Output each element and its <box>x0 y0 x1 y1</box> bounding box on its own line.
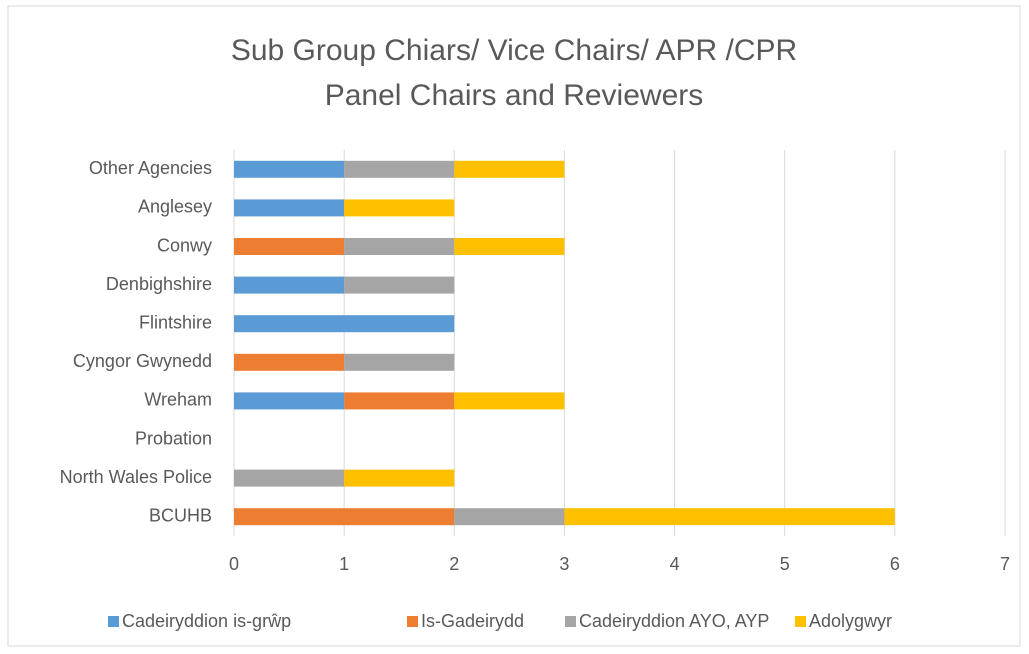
bar-segment <box>564 508 895 526</box>
bar-segment <box>344 353 455 371</box>
bar-segment <box>344 199 455 217</box>
bar-segment <box>344 160 455 178</box>
x-tick-label: 0 <box>229 554 239 574</box>
legend-swatch <box>795 616 806 627</box>
x-tick-label: 6 <box>890 554 900 574</box>
bar-segment <box>454 392 565 410</box>
bar-segment <box>234 392 345 410</box>
bar-segment <box>454 508 565 526</box>
y-tick-label: Cyngor Gwynedd <box>73 351 212 371</box>
legend-label: Is-Gadeirydd <box>421 611 524 631</box>
legend-swatch <box>407 616 418 627</box>
y-tick-label: Anglesey <box>138 197 212 217</box>
chart-title: Sub Group Chiars/ Vice Chairs/ APR /CPR … <box>230 34 798 112</box>
bar-segment <box>234 353 345 371</box>
bar-segment <box>344 469 455 487</box>
legend-label: Adolygwyr <box>809 611 892 631</box>
y-tick-label: Flintshire <box>139 312 212 332</box>
y-tick-label: Probation <box>135 428 212 448</box>
bar-segment <box>344 238 455 255</box>
bar-segment <box>234 238 345 255</box>
chart-border <box>7 5 1021 647</box>
x-tick-label: 5 <box>780 554 790 574</box>
x-tick-label: 3 <box>559 554 569 574</box>
y-tick-label: BCUHB <box>149 505 212 525</box>
x-tick-label: 4 <box>670 554 680 574</box>
x-tick-label: 2 <box>449 554 459 574</box>
bar-segment <box>234 508 455 526</box>
y-tick-label: Denbighshire <box>106 274 212 294</box>
x-tick-label: 1 <box>339 554 349 574</box>
bar-segment <box>234 315 455 333</box>
legend-label: Cadeiryddion is-grŵp <box>122 611 291 631</box>
bar-segment <box>344 276 455 294</box>
legend-label: Cadeiryddion AYO, AYP <box>579 611 769 631</box>
bar-segment <box>234 469 345 487</box>
bar-segment <box>454 238 565 255</box>
bar-segment <box>234 276 345 294</box>
bar-segment <box>454 160 565 178</box>
y-tick-label: North Wales Police <box>60 467 212 487</box>
legend-swatch <box>565 616 576 627</box>
bar-segment <box>234 160 345 178</box>
y-tick-label: Wreham <box>144 390 212 410</box>
bar-segment <box>234 199 345 217</box>
x-tick-label: 7 <box>1000 554 1010 574</box>
y-tick-label: Conwy <box>157 235 212 255</box>
bar-segment <box>344 392 455 410</box>
legend-swatch <box>108 616 119 627</box>
y-tick-label: Other Agencies <box>89 158 212 178</box>
